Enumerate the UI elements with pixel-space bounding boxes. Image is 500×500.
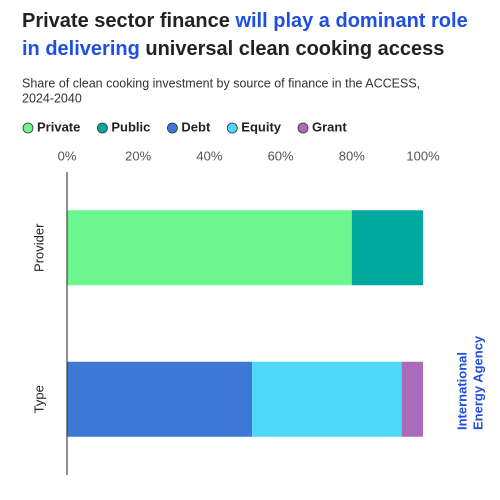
bar-segment <box>351 210 423 286</box>
legend-label: Private <box>37 119 80 134</box>
x-tick-label: 100% <box>406 148 440 163</box>
x-tick-label: 80% <box>339 148 365 163</box>
legend-marker <box>297 122 309 134</box>
source-text: Energy Agency <box>470 335 485 430</box>
category-label: Type <box>31 385 46 413</box>
legend-label: Grant <box>312 119 347 134</box>
y-tick-label: Provider <box>31 223 46 272</box>
x-tick-label: 0% <box>58 148 77 163</box>
title-part: universal clean cooking access <box>140 38 445 60</box>
chart-title: in delivering universal clean cooking ac… <box>22 38 444 60</box>
title-highlight: in delivering <box>22 38 140 60</box>
category-label: Provider <box>31 223 46 272</box>
bar-segment <box>67 361 253 437</box>
legend-label: Public <box>111 119 150 134</box>
legend-label: Equity <box>241 119 281 134</box>
legend-label: Debt <box>181 119 211 134</box>
chart-title: Private sector finance will play a domin… <box>22 10 468 32</box>
legend-marker <box>22 122 34 134</box>
legend-marker <box>96 122 108 134</box>
title-part: Private sector finance <box>22 10 235 32</box>
legend-marker <box>166 122 178 134</box>
x-tick-label: 20% <box>125 148 151 163</box>
subtitle: Share of clean cooking investment by sou… <box>22 76 420 90</box>
title-highlight: will play a dominant role <box>234 10 467 32</box>
source: International Energy Agency <box>454 335 485 430</box>
x-tick-label: 60% <box>268 148 294 163</box>
legend-marker <box>226 122 238 134</box>
source-text: International <box>454 352 469 430</box>
y-tick-label: Type <box>31 385 46 413</box>
bar-segment <box>401 361 423 437</box>
bar-segment <box>252 361 402 437</box>
x-tick-label: 40% <box>196 148 222 163</box>
subtitle: 2024-2040 <box>22 91 82 105</box>
bar-segment <box>67 210 352 286</box>
